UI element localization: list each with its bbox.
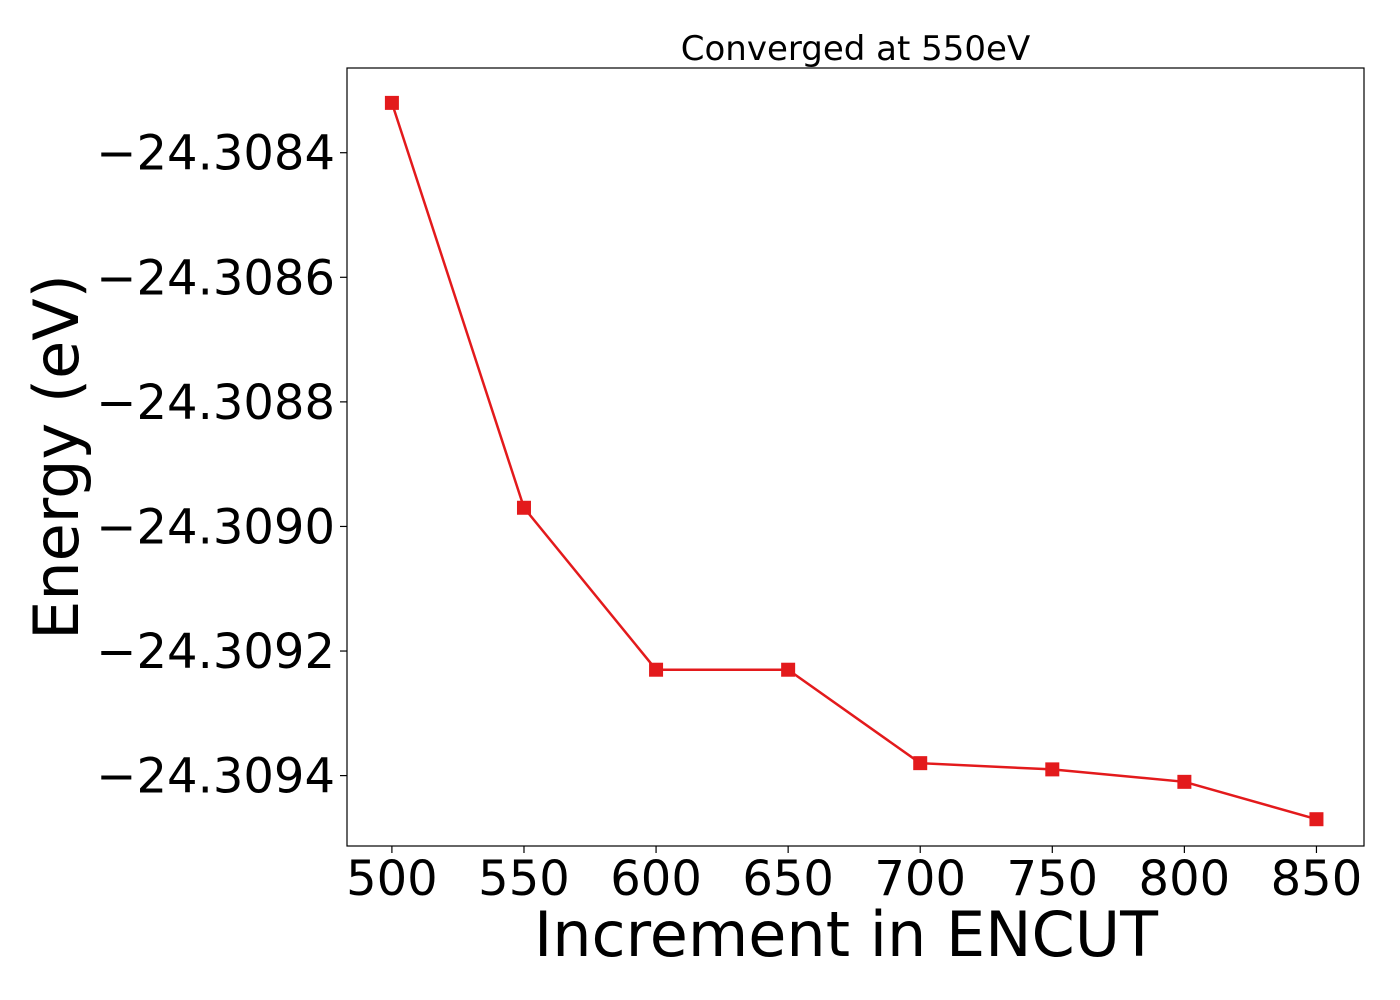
x-tick-label: 500 xyxy=(346,851,438,907)
data-point xyxy=(1309,812,1324,827)
y-tick-label: −24.3088 xyxy=(96,375,335,431)
x-tick-label: 800 xyxy=(1139,851,1231,907)
y-axis-label: Energy (eV) xyxy=(20,274,93,640)
y-tick-label: −24.3094 xyxy=(96,749,335,805)
series-markers xyxy=(384,95,1324,827)
data-point xyxy=(384,95,399,110)
y-tick-label: −24.3090 xyxy=(96,499,335,555)
x-tick-label: 650 xyxy=(742,851,834,907)
x-tick-label: 750 xyxy=(1006,851,1098,907)
y-tick-label: −24.3092 xyxy=(96,624,335,680)
data-point xyxy=(1045,762,1060,777)
data-point xyxy=(649,662,664,677)
x-tick-label: 600 xyxy=(610,851,702,907)
y-axis-ticks: −24.3084 −24.3086 −24.3088 −24.3090 −24.3092… xyxy=(96,126,347,805)
y-tick-label: −24.3086 xyxy=(96,250,335,306)
x-tick-label: 850 xyxy=(1271,851,1363,907)
chart-title: Converged at 550eV xyxy=(681,29,1030,69)
data-point xyxy=(781,662,796,677)
y-tick-label: −24.3084 xyxy=(96,126,335,182)
x-axis-label: Increment in ENCUT xyxy=(534,898,1159,971)
series-line xyxy=(390,102,1317,821)
data-point xyxy=(913,756,928,771)
plot-background xyxy=(347,68,1364,846)
x-tick-label: 700 xyxy=(874,851,966,907)
data-point xyxy=(1177,774,1192,789)
plot-frame xyxy=(346,67,1365,847)
x-tick-label: 550 xyxy=(478,851,570,907)
data-point xyxy=(516,500,531,515)
x-axis-ticks: 500 550 600 650 700 750 800 850 xyxy=(346,846,1362,907)
